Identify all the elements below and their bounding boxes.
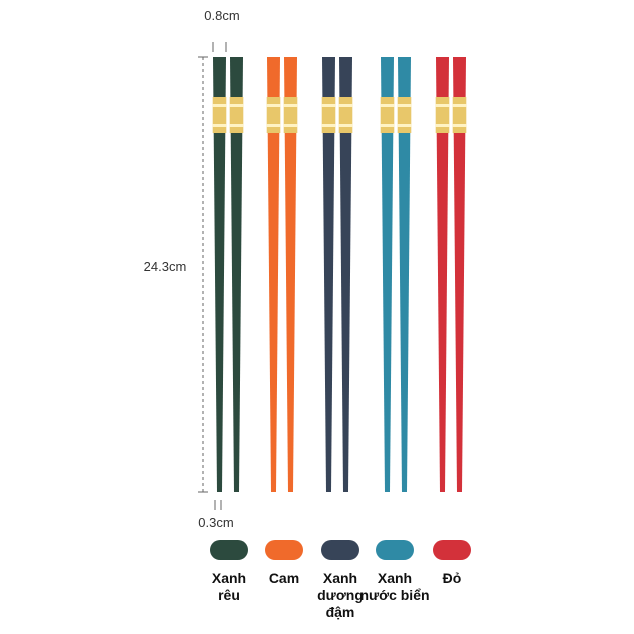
chopstick <box>453 57 466 492</box>
chopstick <box>267 57 280 492</box>
length-label: 24.3cm <box>144 259 187 274</box>
gold-band <box>397 97 412 133</box>
top-width-label: 0.8cm <box>204 8 239 23</box>
option-label: Xanh dương đậm <box>317 570 363 620</box>
gold-stripe <box>452 104 467 107</box>
gold-stripe <box>380 124 395 127</box>
gold-stripe <box>338 124 353 127</box>
chopstick <box>284 57 297 492</box>
gold-stripe <box>212 104 227 107</box>
color-swatch <box>265 540 303 560</box>
gold-stripe <box>435 124 450 127</box>
gold-stripe <box>266 124 281 127</box>
chopstick <box>322 57 335 492</box>
gold-band <box>380 97 395 133</box>
gold-band <box>338 97 353 133</box>
gold-band <box>266 97 281 133</box>
chopstick <box>230 57 243 492</box>
gold-stripe <box>380 104 395 107</box>
gold-stripe <box>229 104 244 107</box>
option-label: Cam <box>268 570 300 586</box>
gold-stripe <box>266 104 281 107</box>
gold-band <box>283 97 298 133</box>
gold-band <box>321 97 336 133</box>
chopstick <box>339 57 352 492</box>
color-swatch <box>376 540 414 560</box>
gold-stripe <box>397 124 412 127</box>
gold-stripe <box>283 124 298 127</box>
gold-stripe <box>212 124 227 127</box>
option-label: Xanh rêu <box>211 570 247 603</box>
tip-width-label: 0.3cm <box>198 515 233 530</box>
gold-stripe <box>321 104 336 107</box>
gold-stripe <box>452 124 467 127</box>
gold-band <box>212 97 227 133</box>
gold-stripe <box>435 104 450 107</box>
gold-band <box>452 97 467 133</box>
chopstick <box>213 57 226 492</box>
gold-stripe <box>338 104 353 107</box>
chopstick <box>436 57 449 492</box>
gold-stripe <box>397 104 412 107</box>
gold-stripe <box>283 104 298 107</box>
dimension-lines <box>198 42 227 510</box>
chopstick <box>398 57 411 492</box>
gold-stripe <box>229 124 244 127</box>
color-swatch <box>433 540 471 560</box>
option-label: Đỏ <box>442 570 462 586</box>
option-label: Xanh nước biển <box>360 570 430 603</box>
gold-stripe <box>321 124 336 127</box>
color-swatch <box>321 540 359 560</box>
gold-band <box>435 97 450 133</box>
chopstick <box>381 57 394 492</box>
color-swatch <box>210 540 248 560</box>
gold-band <box>229 97 244 133</box>
chopsticks <box>210 57 471 560</box>
